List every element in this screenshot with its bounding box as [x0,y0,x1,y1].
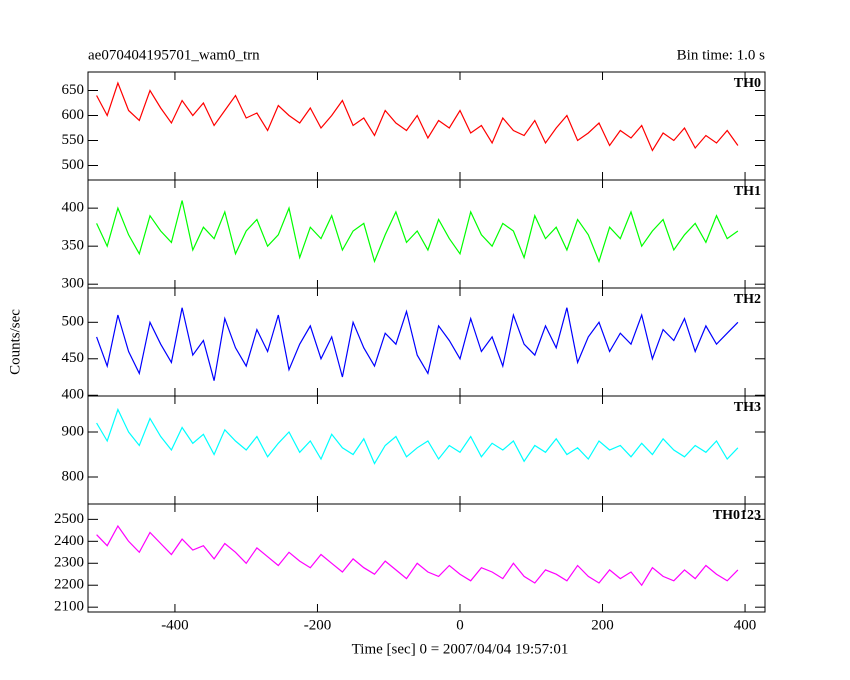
chart-title: ae070404195701_wam0_trn [88,47,260,63]
y-axis-label: Counts/sec [7,309,23,375]
y-tick-label: 2300 [54,555,84,571]
y-tick-label: 900 [62,423,85,439]
y-tick-label: 650 [62,82,85,98]
y-tick-label: 400 [62,387,85,403]
panel-frame [87,71,766,181]
y-tick-label: 800 [62,468,85,484]
x-tick-label: 0 [456,617,464,633]
panel-label: TH0123 [713,508,761,523]
panel-label: TH2 [734,292,761,307]
x-tick-label: -400 [161,617,189,633]
y-tick-label: 2200 [54,577,84,593]
y-tick-label: 600 [62,107,85,123]
y-tick-label: 400 [62,200,85,216]
light-curve [96,81,739,152]
x-tick-label: -200 [304,617,332,633]
light-curve [96,200,739,264]
light-curve [96,407,739,465]
panel-frame [87,395,766,505]
y-tick-label: 2500 [54,511,84,527]
y-tick-label: 500 [62,157,85,173]
x-tick-label: 200 [591,617,614,633]
y-tick-label: 2100 [54,599,84,615]
panel-label: TH1 [734,184,761,199]
chart-subtitle: Bin time: 1.0 s [677,47,766,63]
y-tick-label: 350 [62,238,85,254]
y-tick-label: 300 [62,276,85,292]
x-tick-label: 400 [734,617,757,633]
light-curve [96,307,739,381]
y-tick-label: 450 [62,350,85,366]
x-axis-label: Time [sec] 0 = 2007/04/04 19:57:01 [352,641,569,657]
light-curve [96,524,739,587]
y-tick-label: 2400 [54,533,84,549]
panel-label: TH3 [734,400,761,415]
panel-frame [87,503,766,613]
panel-label: TH0 [734,76,761,91]
y-tick-label: 500 [62,314,85,330]
y-tick-label: 550 [62,132,85,148]
